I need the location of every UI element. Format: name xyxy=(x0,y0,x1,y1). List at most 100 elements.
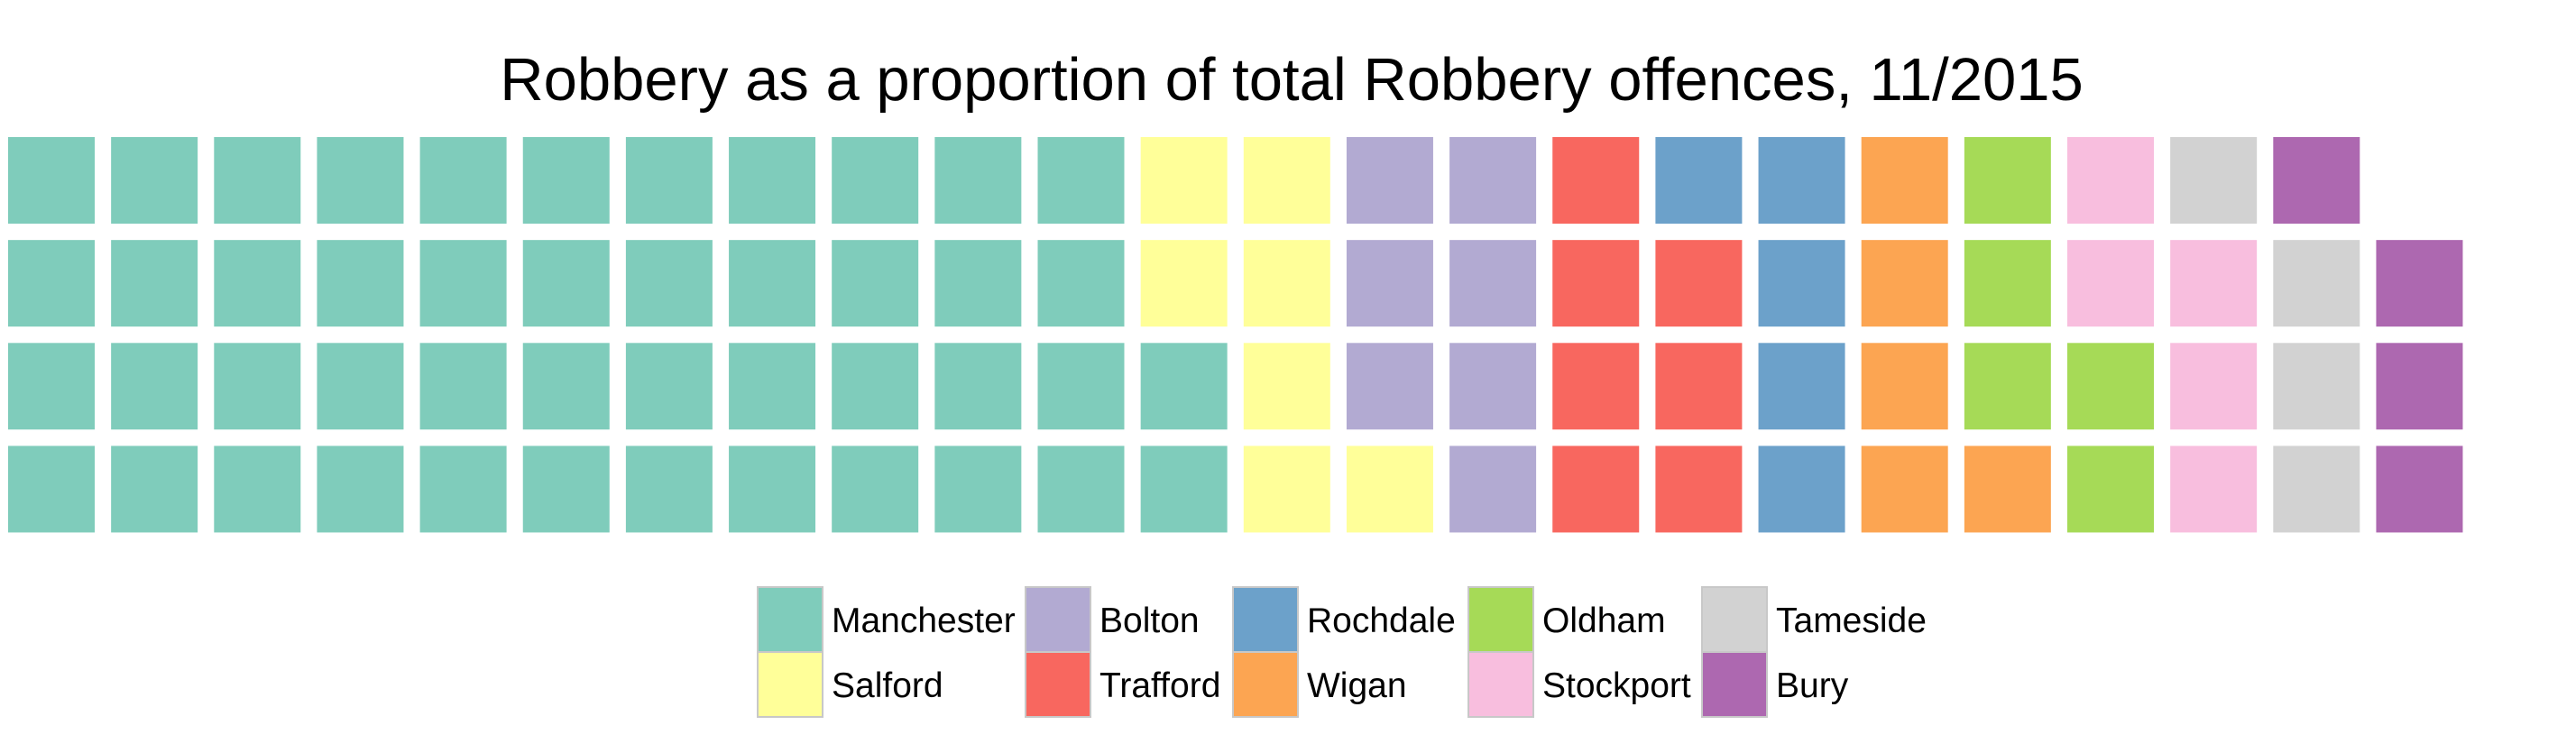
waffle-square-bolton xyxy=(1346,240,1433,327)
waffle-square-manchester xyxy=(625,445,713,533)
waffle-square-manchester xyxy=(522,137,610,224)
legend-item-oldham: Oldham xyxy=(1467,586,1666,653)
legend-swatch-bolton xyxy=(1025,586,1091,653)
legend-swatch-wigan xyxy=(1232,651,1299,718)
legend-item-wigan: Wigan xyxy=(1232,651,1407,718)
legend-item-trafford: Trafford xyxy=(1025,651,1220,718)
waffle-square-manchester xyxy=(934,445,1022,533)
legend-label-trafford: Trafford xyxy=(1099,666,1220,705)
waffle-square-oldham xyxy=(1964,240,2051,327)
waffle-square-manchester xyxy=(934,137,1022,224)
waffle-square-bolton xyxy=(1449,343,1537,430)
waffle-square-salford xyxy=(1243,240,1330,327)
legend-label-tameside: Tameside xyxy=(1776,601,1927,640)
waffle-square-manchester xyxy=(111,137,198,224)
legend-item-bury: Bury xyxy=(1701,651,1849,718)
waffle-square-manchester xyxy=(8,445,95,533)
waffle-square-oldham xyxy=(1964,343,2051,430)
legend-item-salford: Salford xyxy=(757,651,943,718)
waffle-square-bolton xyxy=(1346,343,1433,430)
waffle-square-stockport xyxy=(2067,240,2154,327)
waffle-square-manchester xyxy=(111,343,198,430)
waffle-square-manchester xyxy=(419,137,507,224)
legend-swatch-tameside xyxy=(1701,586,1768,653)
waffle-square-manchester xyxy=(522,343,610,430)
legend-label-oldham: Oldham xyxy=(1542,601,1666,640)
waffle-square-manchester xyxy=(522,240,610,327)
waffle-square-oldham xyxy=(2067,343,2154,430)
chart-title: Robbery as a proportion of total Robbery… xyxy=(500,46,2084,114)
waffle-square-manchester xyxy=(1140,445,1228,533)
legend-label-wigan: Wigan xyxy=(1307,666,1407,705)
waffle-square-tameside xyxy=(2273,343,2360,430)
waffle-square-manchester xyxy=(729,445,816,533)
legend-swatch-oldham xyxy=(1467,586,1534,653)
waffle-square-manchester xyxy=(317,445,404,533)
waffle-square-manchester xyxy=(625,343,713,430)
waffle-square-manchester xyxy=(8,137,95,224)
waffle-square-stockport xyxy=(2170,445,2258,533)
legend-label-salford: Salford xyxy=(832,666,943,705)
waffle-square-rochdale xyxy=(1758,343,1845,430)
waffle-square-manchester xyxy=(934,240,1022,327)
legend-item-bolton: Bolton xyxy=(1025,586,1200,653)
legend: Manchester Salford Bolton Trafford Rochdale W… xyxy=(757,586,1927,718)
waffle-square-bolton xyxy=(1449,240,1537,327)
waffle-square-manchester xyxy=(1140,343,1228,430)
waffle-square-manchester xyxy=(1037,343,1125,430)
waffle-square-stockport xyxy=(2170,343,2258,430)
waffle-square-manchester xyxy=(419,445,507,533)
legend-item-tameside: Tameside xyxy=(1701,586,1927,653)
waffle-square-manchester xyxy=(111,445,198,533)
waffle-square-manchester xyxy=(317,240,404,327)
waffle-square-trafford xyxy=(1552,137,1640,224)
waffle-square-wigan xyxy=(1861,445,1948,533)
waffle-square-manchester xyxy=(522,445,610,533)
legend-label-rochdale: Rochdale xyxy=(1307,601,1456,640)
waffle-square-tameside xyxy=(2273,240,2360,327)
waffle-square-trafford xyxy=(1655,343,1743,430)
waffle-square-manchester xyxy=(111,240,198,327)
waffle-square-manchester xyxy=(729,240,816,327)
legend-label-manchester: Manchester xyxy=(832,601,1016,640)
waffle-square-trafford xyxy=(1552,343,1640,430)
legend-swatch-manchester xyxy=(757,586,823,653)
waffle-square-manchester xyxy=(729,343,816,430)
waffle-square-manchester xyxy=(729,137,816,224)
legend-swatch-trafford xyxy=(1025,651,1091,718)
waffle-square-trafford xyxy=(1655,445,1743,533)
waffle-square-bury xyxy=(2376,445,2463,533)
waffle-square-manchester xyxy=(214,343,301,430)
waffle-square-salford xyxy=(1243,445,1330,533)
waffle-square-trafford xyxy=(1655,240,1743,327)
waffle-square-manchester xyxy=(8,343,95,430)
waffle-square-wigan xyxy=(1861,137,1948,224)
waffle-square-rochdale xyxy=(1655,137,1743,224)
waffle-square-manchester xyxy=(934,343,1022,430)
legend-swatch-stockport xyxy=(1467,651,1534,718)
waffle-square-trafford xyxy=(1552,445,1640,533)
waffle-square-manchester xyxy=(1037,445,1125,533)
legend-swatch-bury xyxy=(1701,651,1768,718)
waffle-square-manchester xyxy=(832,445,919,533)
waffle-square-oldham xyxy=(1964,137,2051,224)
legend-item-manchester: Manchester xyxy=(757,586,1016,653)
waffle-square-manchester xyxy=(317,343,404,430)
waffle-square-salford xyxy=(1140,240,1228,327)
waffle-square-manchester xyxy=(419,240,507,327)
waffle-square-oldham xyxy=(2067,445,2154,533)
waffle-square-manchester xyxy=(214,240,301,327)
waffle-square-manchester xyxy=(214,137,301,224)
waffle-square-bury xyxy=(2376,343,2463,430)
waffle-square-salford xyxy=(1243,343,1330,430)
legend-swatch-rochdale xyxy=(1232,586,1299,653)
waffle-square-salford xyxy=(1243,137,1330,224)
waffle-square-stockport xyxy=(2170,240,2258,327)
waffle-square-wigan xyxy=(1861,240,1948,327)
waffle-square-trafford xyxy=(1552,240,1640,327)
waffle-square-bolton xyxy=(1449,445,1537,533)
waffle-square-salford xyxy=(1140,137,1228,224)
waffle-square-manchester xyxy=(625,240,713,327)
waffle-square-bolton xyxy=(1346,137,1433,224)
